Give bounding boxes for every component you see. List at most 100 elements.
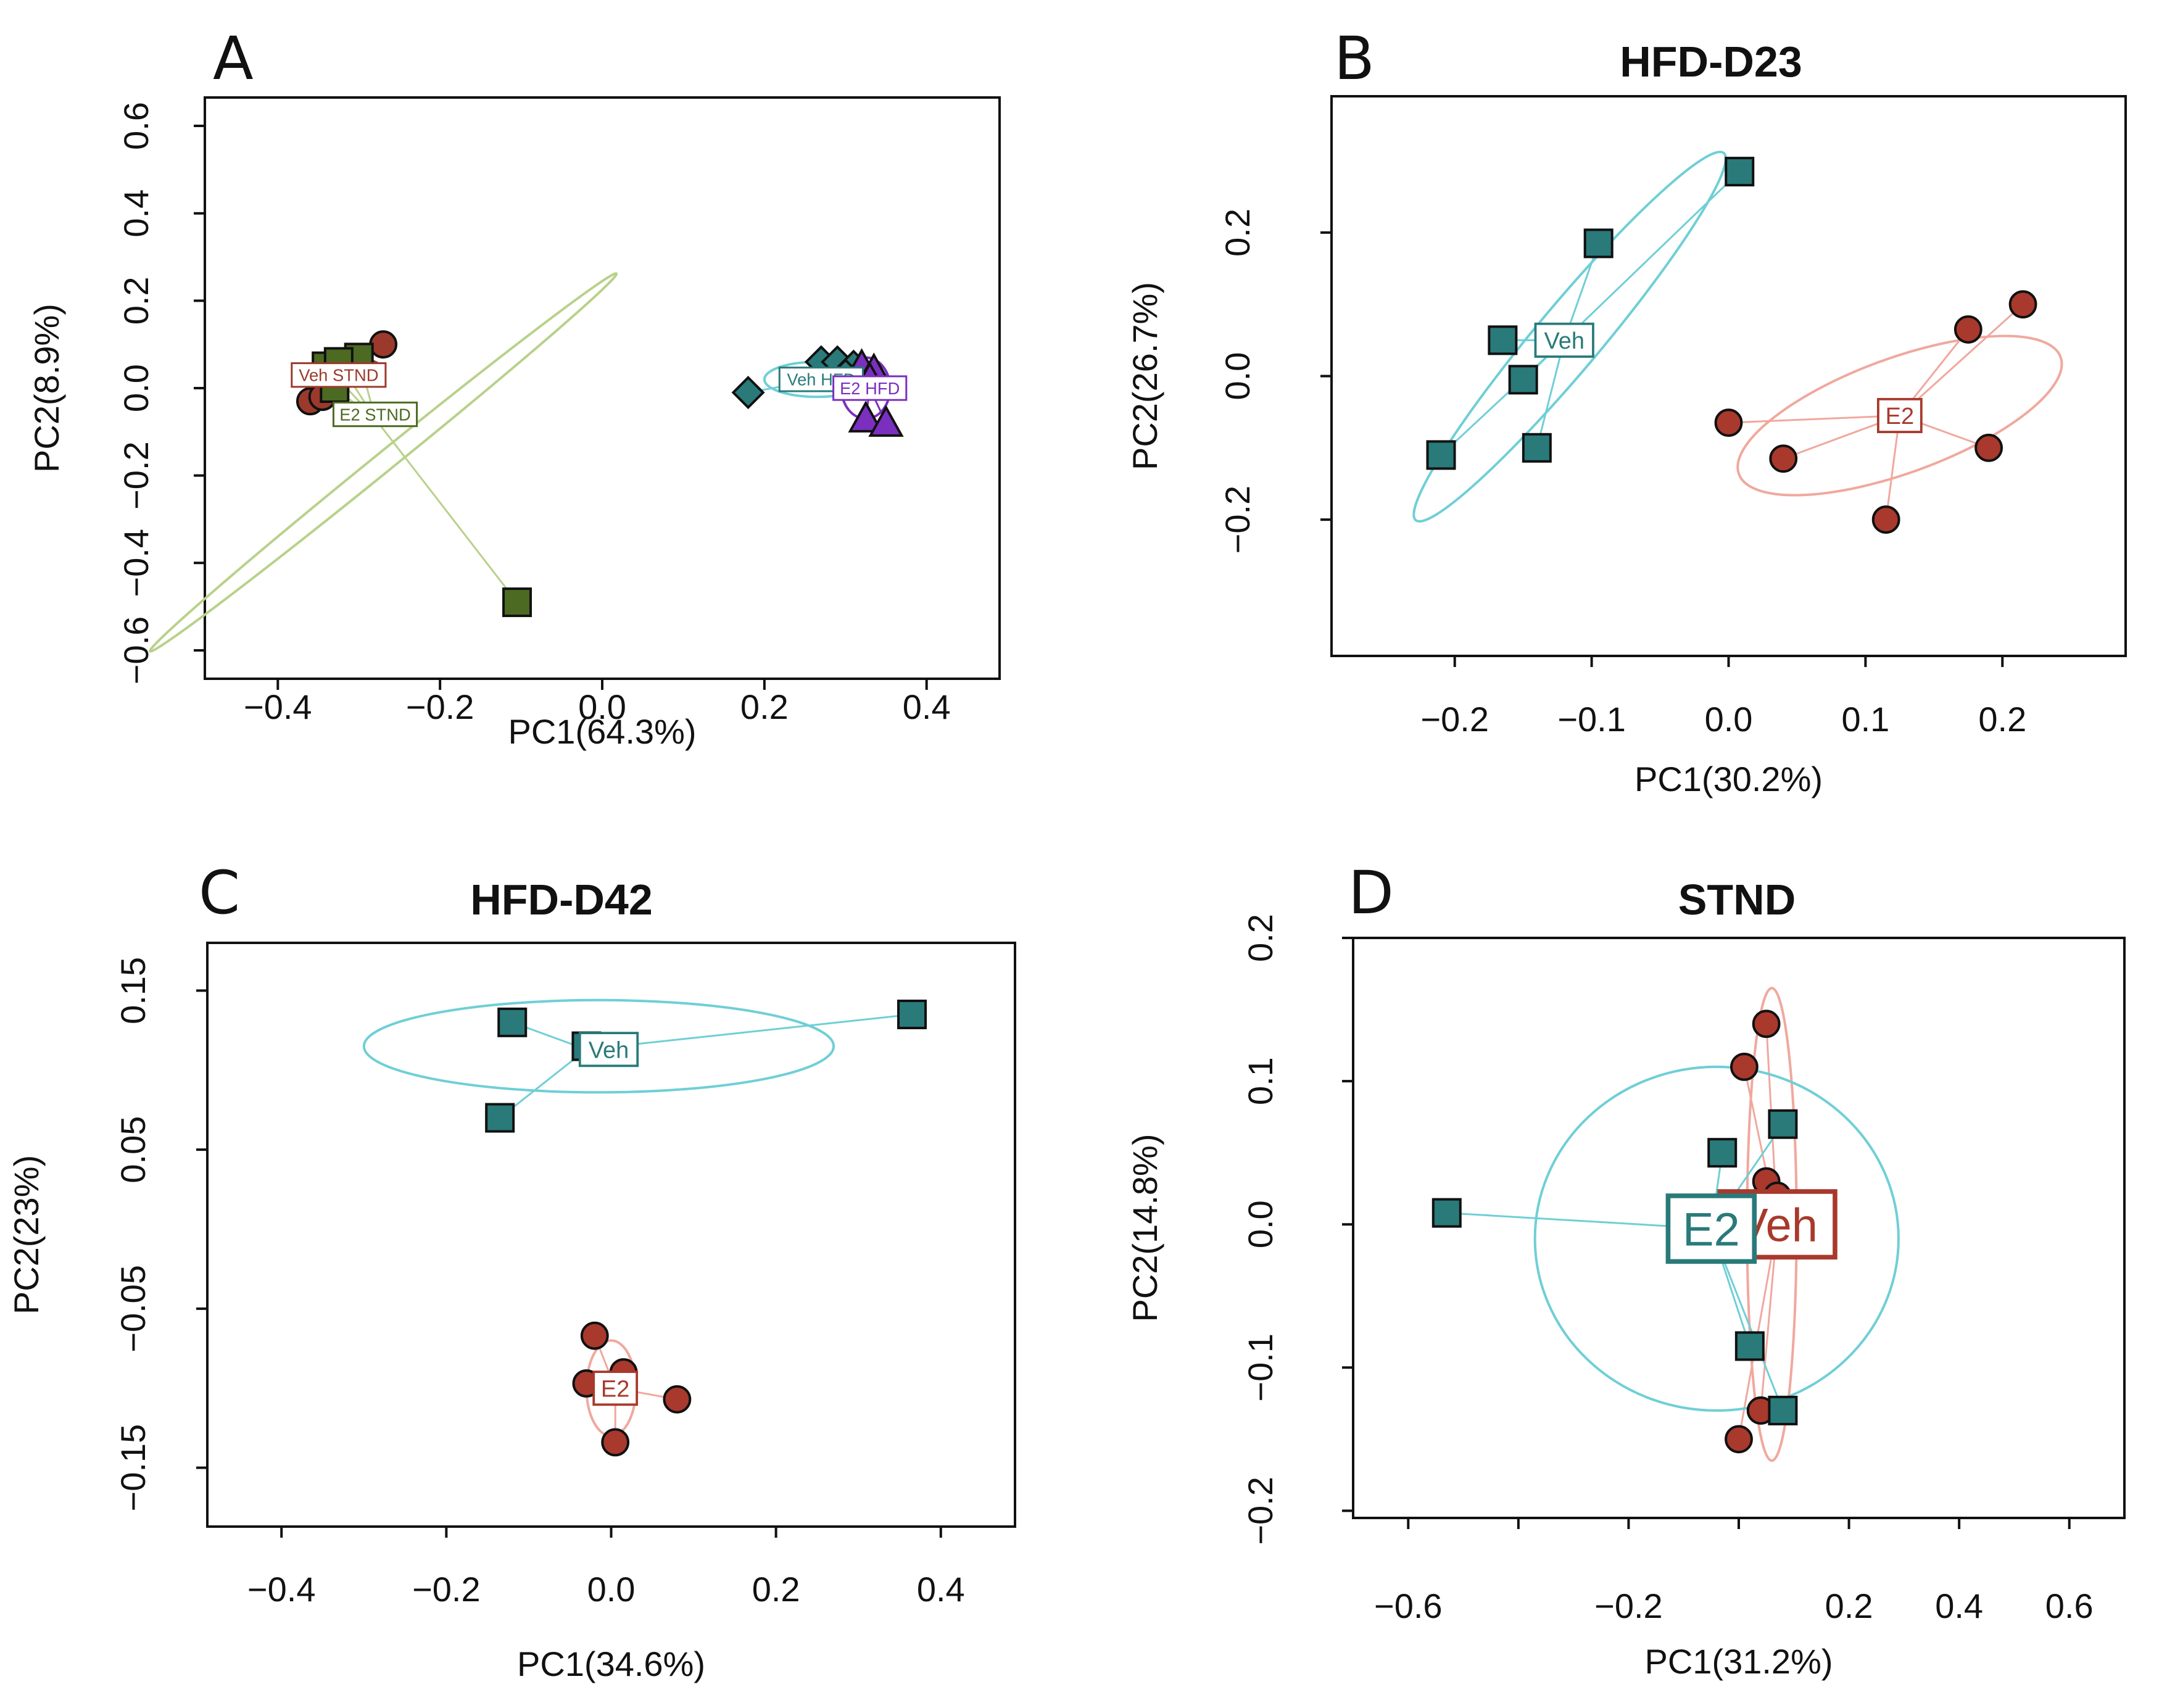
x-tick-label: −0.2 [1594, 1586, 1663, 1625]
data-point [1522, 433, 1552, 463]
y-axis-label: PC2(14.8%) [1125, 1134, 1164, 1322]
data-point [1768, 1395, 1798, 1425]
y-tick-label: 0.2 [1218, 209, 1257, 257]
group-label-box [332, 401, 418, 428]
panel-b-chart: −0.2 −0.1 0.0 0.1 0.2 −0.2 0.0 0.2 PC1(30.2%) PC2… [1125, 95, 2127, 798]
x-tick-label: 0.4 [917, 1570, 965, 1609]
data-point [731, 376, 765, 410]
x-axis-label: PC1(30.2%) [1634, 760, 1823, 798]
data-point [2008, 290, 2037, 319]
group-label: Veh STND [299, 366, 378, 385]
y-tick-label: 0.15 [114, 957, 152, 1024]
y-tick-label: −0.4 [117, 529, 155, 597]
y-axis-label: PC2(23%) [7, 1155, 46, 1314]
group-label-box [832, 375, 908, 401]
y-axis-label: PC2(8.9%) [27, 304, 66, 473]
y-tick-label: 0.4 [117, 189, 155, 238]
data-point [1768, 1109, 1798, 1139]
data-point [369, 330, 398, 359]
panel-title-c: HFD-D42 [470, 876, 653, 924]
data-point [485, 1103, 515, 1133]
y-tick-label: −0.2 [1241, 1477, 1280, 1545]
x-tick-label: 0.0 [587, 1570, 636, 1609]
data-point [663, 1385, 692, 1414]
panel-letter-c: C [199, 858, 240, 927]
data-point [1725, 1425, 1753, 1454]
data-point [1426, 440, 1456, 470]
group-label-box [1665, 1193, 1757, 1264]
group-label: Veh [589, 1037, 629, 1063]
panel-letter-a: A [213, 24, 254, 93]
group-ellipse [149, 272, 618, 653]
panel-letter-d: D [1348, 858, 1394, 927]
y-tick-label: 0.0 [1218, 352, 1257, 400]
y-tick-label: −0.05 [114, 1265, 152, 1353]
data-point [497, 1007, 528, 1037]
spider-line [586, 1013, 913, 1051]
y-tick-label: 0.1 [1241, 1057, 1280, 1105]
y-tick-label: 0.6 [117, 102, 155, 150]
data-point [1725, 157, 1755, 187]
x-axis-label: PC1(64.3%) [508, 712, 696, 751]
x-tick-label: −0.4 [244, 687, 312, 726]
group-label: E2 [1886, 404, 1914, 429]
group-label: Veh [1544, 328, 1585, 354]
group-label: E2 [1683, 1204, 1740, 1256]
x-tick-label: −0.2 [406, 687, 474, 726]
group-ellipse [1736, 334, 2063, 497]
group-ellipse [1412, 151, 1727, 523]
x-tick-label: −0.4 [247, 1570, 316, 1609]
x-tick-label: 0.0 [578, 687, 626, 726]
data-point [1431, 1198, 1462, 1228]
x-tick-label: 0.2 [740, 687, 789, 726]
group-label: E2 STND [339, 405, 411, 424]
data-point [1714, 408, 1743, 437]
panel-title-d: STND [1678, 876, 1796, 924]
y-tick-label: −0.15 [114, 1424, 152, 1512]
data-point [1752, 1009, 1781, 1038]
data-point [601, 1428, 630, 1457]
group-ellipse [1533, 1065, 1900, 1412]
y-tick-label: −0.1 [1241, 1333, 1280, 1402]
x-axis-label: PC1(34.6%) [517, 1644, 705, 1683]
y-tick-label: −0.2 [1218, 486, 1257, 554]
data-point [1974, 433, 2003, 462]
group-label-box [1534, 322, 1594, 358]
data-point [848, 400, 884, 433]
group-label-box [592, 1370, 639, 1406]
panel-title-b: HFD-D23 [1620, 38, 1802, 86]
y-tick-label: 0.2 [117, 276, 155, 325]
panel-c-chart: −0.4 −0.2 0.0 0.2 0.4 −0.15 −0.05 0.05 0.15 PC1(3… [7, 942, 1016, 1683]
spider-line [1564, 171, 1741, 341]
data-point [868, 405, 904, 437]
y-tick-label: 0.05 [114, 1116, 152, 1184]
data-point [1734, 1331, 1765, 1361]
x-tick-label: −0.1 [1557, 700, 1626, 739]
group-label: E2 HFD [840, 379, 900, 398]
spider-line [1536, 339, 1565, 449]
x-tick-label: −0.2 [1420, 700, 1489, 739]
group-label-box [1877, 397, 1923, 433]
group-ellipse [362, 998, 835, 1094]
x-tick-label: 0.0 [1705, 700, 1753, 739]
panel-d-chart: −0.6 −0.2 0.2 0.4 0.6 −0.2 −0.1 0.0 0.1 0.2 PC1(31… [1125, 914, 2126, 1681]
spider-line [374, 418, 518, 603]
data-point [1508, 365, 1538, 395]
x-tick-label: 0.4 [1935, 1586, 1983, 1625]
x-tick-label: 0.6 [2045, 1586, 2094, 1625]
panel-a-chart: −0.4 −0.2 0.0 0.2 0.4−0.6−0.4−0.20.00.20.40.… [27, 96, 1001, 751]
x-tick-label: 0.2 [1825, 1586, 1873, 1625]
x-axis-label: PC1(31.2%) [1644, 1642, 1833, 1681]
x-tick-label: −0.6 [1374, 1586, 1443, 1625]
x-tick-label: 0.2 [1978, 700, 2026, 739]
data-point [897, 999, 927, 1029]
group-label: E2 [601, 1376, 629, 1402]
data-point [1953, 315, 1982, 344]
x-tick-label: 0.2 [752, 1570, 800, 1609]
group-label-box [578, 1032, 639, 1068]
spider-line [1899, 304, 2024, 417]
data-point [1583, 228, 1614, 259]
spider-line [1728, 414, 1900, 424]
data-point [502, 587, 532, 618]
y-tick-label: −0.2 [117, 441, 155, 510]
